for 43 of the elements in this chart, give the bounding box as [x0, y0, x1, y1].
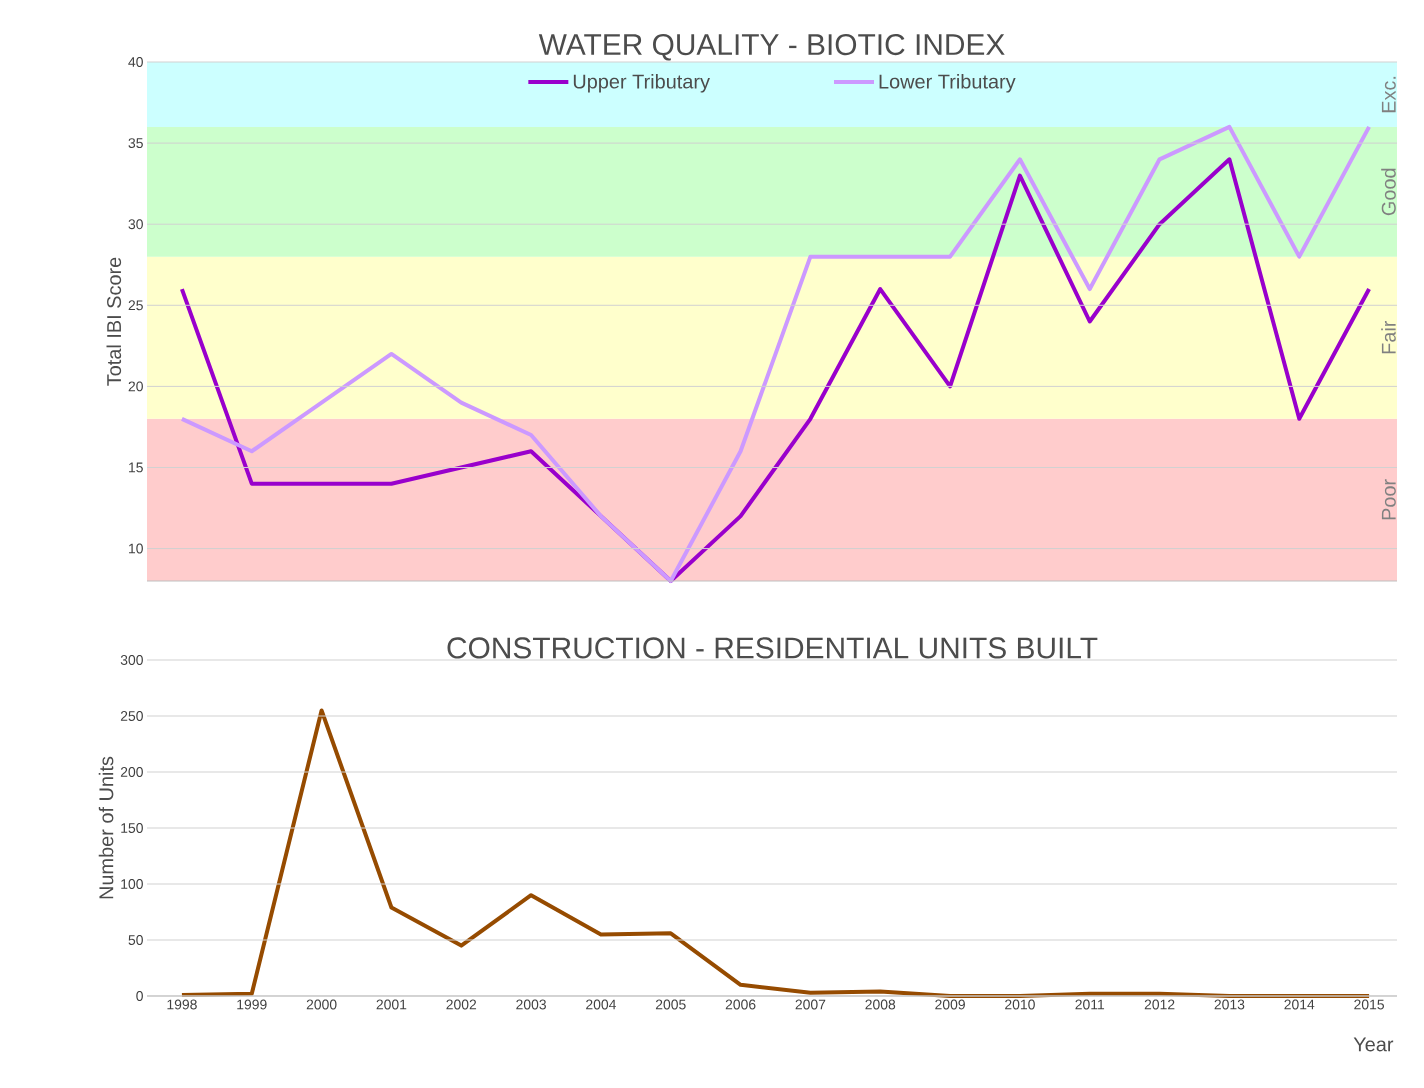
band-label: Good [1381, 168, 1396, 216]
y-axis-title: Total IBI Score [106, 257, 122, 386]
y-tick-label: 40 [128, 57, 143, 67]
legend-label: Lower Tributary [879, 73, 1016, 93]
band-label: Exc. [1381, 76, 1396, 113]
chart-title: CONSTRUCTION - RESIDENTIAL UNITS BUILT [447, 637, 1098, 659]
x-tick-label: 2005 [655, 999, 686, 1010]
y-tick-label: 20 [128, 381, 143, 392]
x-tick-label: 2013 [1214, 999, 1245, 1010]
x-tick-label: 2006 [725, 999, 756, 1010]
x-tick-label: 2004 [586, 999, 617, 1010]
x-tick-label: 2012 [1144, 999, 1175, 1010]
x-tick-label: 2014 [1284, 999, 1315, 1010]
y-tick-label: 150 [121, 823, 143, 833]
y-tick-label: 10 [129, 543, 143, 554]
y-tick-label: 50 [128, 935, 143, 945]
y-tick-label: 100 [121, 879, 143, 889]
y-tick-label: 200 [120, 767, 143, 777]
x-tick-label: 2015 [1354, 999, 1384, 1010]
x-tick-label: 2002 [446, 999, 477, 1010]
y-axis-title: Number of Units [98, 756, 114, 899]
chart-title: WATER QUALITY - BIOTIC INDEX [538, 33, 1005, 61]
x-tick-label: 1998 [167, 999, 197, 1010]
y-tick-label: 300 [120, 655, 143, 665]
band-label: Fair [1381, 320, 1396, 354]
y-tick-label: 0 [136, 991, 143, 1001]
band-label: Poor [1381, 479, 1396, 520]
x-tick-label: 2000 [306, 999, 337, 1010]
legend-label: Upper Tributary [573, 73, 710, 93]
y-tick-label: 15 [129, 462, 143, 473]
y-tick-label: 30 [128, 219, 143, 230]
x-tick-label: 2007 [795, 999, 826, 1010]
y-tick-label: 250 [120, 711, 143, 721]
x-tick-label: 1999 [237, 999, 267, 1010]
y-tick-label: 25 [128, 300, 143, 311]
y-tick-label: 35 [128, 138, 143, 149]
x-tick-label: 2011 [1075, 999, 1105, 1010]
x-tick-label: 2010 [1005, 999, 1035, 1010]
x-tick-label: 2008 [865, 999, 896, 1010]
x-tick-label: 2009 [935, 999, 965, 1010]
x-axis-title: Year [1353, 1037, 1394, 1052]
x-tick-label: 2001 [376, 999, 407, 1010]
x-tick-label: 2003 [516, 999, 546, 1010]
